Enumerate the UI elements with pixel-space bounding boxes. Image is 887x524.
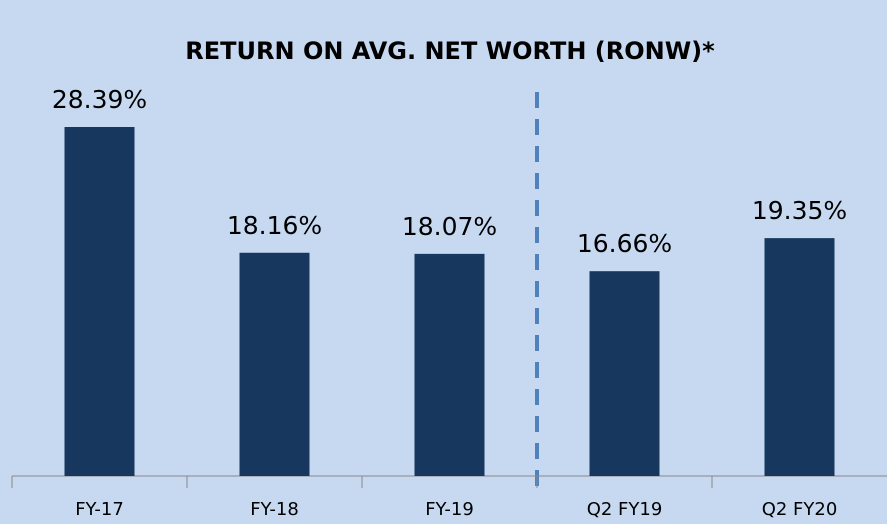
- bar: [414, 253, 485, 476]
- chart-title: RETURN ON AVG. NET WORTH (RONW)*: [185, 37, 715, 65]
- x-tick-label: Q2 FY20: [762, 499, 838, 520]
- bar: [589, 271, 660, 476]
- data-label: 28.39%: [52, 85, 147, 114]
- x-tick-label: Q2 FY19: [587, 499, 663, 520]
- bar: [64, 127, 135, 476]
- data-label: 16.66%: [577, 229, 672, 258]
- x-tick-label: FY-19: [425, 499, 474, 520]
- bar: [239, 252, 310, 476]
- x-tick-label: FY-17: [75, 499, 124, 520]
- data-label: 18.16%: [227, 211, 322, 240]
- data-label: 18.07%: [402, 212, 497, 241]
- bar: [764, 238, 835, 476]
- data-label: 19.35%: [752, 196, 847, 225]
- x-tick-label: FY-18: [250, 499, 299, 520]
